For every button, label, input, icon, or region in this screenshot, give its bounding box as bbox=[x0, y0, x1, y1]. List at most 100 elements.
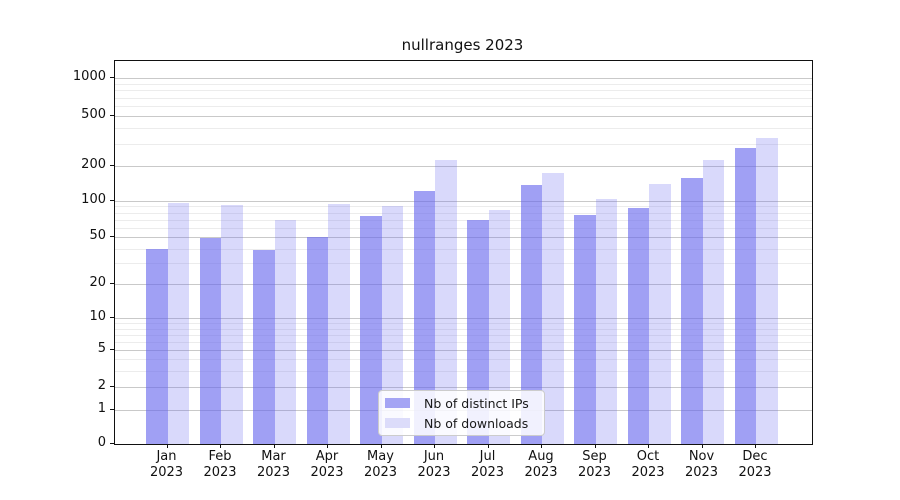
y-tick-label: 100 bbox=[81, 192, 106, 207]
bar-downloads-may-2023 bbox=[381, 205, 403, 444]
x-tick-label: Jul 2023 bbox=[470, 449, 505, 480]
x-tick-label: Aug 2023 bbox=[524, 449, 558, 480]
y-tick-label: 1000 bbox=[72, 69, 106, 85]
bar-downloads-feb-2023 bbox=[221, 205, 243, 444]
x-tick-mark bbox=[166, 444, 168, 448]
bar-distinct-ips-nov-2023 bbox=[681, 177, 703, 444]
x-tick-mark bbox=[434, 444, 435, 448]
x-tick-mark bbox=[327, 444, 328, 448]
y-tick-label: 50 bbox=[89, 228, 106, 243]
x-tick-label: Sep 2023 bbox=[577, 449, 612, 480]
minor-gridline bbox=[115, 248, 812, 250]
x-tick-label: Nov 2023 bbox=[684, 449, 719, 480]
bar-downloads-jan-2023 bbox=[167, 203, 189, 444]
legend-label: Nb of downloads bbox=[424, 415, 529, 431]
bar-distinct-ips-oct-2023 bbox=[627, 208, 649, 444]
legend-label: Nb of distinct IPs bbox=[424, 395, 529, 411]
bar-downloads-sep-2023 bbox=[595, 199, 617, 444]
minor-gridline bbox=[115, 359, 812, 361]
y-tick-mark bbox=[110, 115, 114, 116]
legend-item-distinct-ips: Nb of distinct IPs bbox=[385, 396, 544, 411]
x-tick-mark bbox=[273, 444, 275, 448]
bar-downloads-jun-2023 bbox=[435, 159, 457, 444]
bar-distinct-ips-sep-2023 bbox=[574, 215, 596, 444]
gridline bbox=[115, 201, 812, 202]
y-tick-mark bbox=[110, 165, 114, 166]
y-tick-label: 1 bbox=[97, 401, 106, 417]
gridline bbox=[115, 237, 812, 238]
gridline bbox=[115, 387, 812, 388]
gridline bbox=[115, 284, 812, 286]
gridline bbox=[115, 78, 812, 80]
y-tick-label: 200 bbox=[81, 157, 106, 172]
legend-swatch-downloads bbox=[385, 418, 410, 428]
x-tick-label: Dec 2023 bbox=[738, 449, 772, 480]
bar-distinct-ips-apr-2023 bbox=[306, 237, 328, 444]
minor-gridline bbox=[115, 227, 812, 229]
x-tick-label: Jan 2023 bbox=[149, 449, 184, 480]
bar-distinct-ips-mar-2023 bbox=[253, 249, 275, 444]
bar-downloads-aug-2023 bbox=[542, 173, 564, 444]
y-tick-label: 2 bbox=[97, 378, 106, 393]
legend-swatch-distinct-ips bbox=[385, 398, 410, 408]
minor-gridline bbox=[115, 341, 812, 343]
bar-distinct-ips-may-2023 bbox=[360, 215, 382, 444]
x-tick-label: Apr 2023 bbox=[310, 449, 344, 480]
y-tick-mark bbox=[110, 77, 114, 79]
x-tick-label: Feb 2023 bbox=[203, 449, 237, 480]
minor-gridline bbox=[115, 334, 812, 336]
bar-downloads-jul-2023 bbox=[488, 210, 510, 444]
bar-downloads-dec-2023 bbox=[756, 137, 778, 444]
bar-downloads-apr-2023 bbox=[328, 204, 350, 444]
minor-gridline bbox=[115, 128, 812, 130]
bar-distinct-ips-jul-2023 bbox=[467, 220, 489, 444]
bar-distinct-ips-aug-2023 bbox=[520, 185, 542, 444]
y-tick-label: 5 bbox=[97, 341, 106, 357]
minor-gridline bbox=[115, 263, 812, 265]
x-tick-mark bbox=[220, 444, 221, 448]
minor-gridline bbox=[115, 84, 812, 86]
bar-distinct-ips-jan-2023 bbox=[146, 248, 168, 444]
y-tick-mark bbox=[110, 236, 114, 237]
y-tick-mark bbox=[110, 200, 114, 201]
y-tick-mark bbox=[110, 443, 114, 444]
gridline bbox=[115, 318, 812, 320]
y-tick-label: 20 bbox=[89, 275, 106, 291]
x-tick-mark bbox=[755, 444, 756, 448]
minor-gridline bbox=[115, 90, 812, 92]
x-tick-mark bbox=[541, 444, 542, 448]
x-tick-label: Jun 2023 bbox=[417, 449, 451, 480]
x-tick-mark bbox=[701, 444, 703, 448]
x-tick-mark bbox=[648, 444, 649, 448]
y-tick-mark bbox=[110, 409, 114, 411]
minor-gridline bbox=[115, 370, 812, 372]
minor-gridline bbox=[115, 212, 812, 214]
gridline bbox=[115, 166, 812, 167]
y-tick-label: 10 bbox=[89, 309, 106, 325]
plot-area bbox=[114, 60, 813, 445]
x-tick-mark bbox=[380, 444, 382, 448]
x-tick-label: May 2023 bbox=[363, 449, 398, 480]
bar-downloads-nov-2023 bbox=[702, 160, 724, 444]
minor-gridline bbox=[115, 97, 812, 99]
bar-distinct-ips-jun-2023 bbox=[413, 190, 435, 444]
legend: Nb of distinct IPs Nb of downloads bbox=[378, 390, 545, 436]
gridline bbox=[115, 350, 812, 352]
x-tick-mark bbox=[594, 444, 596, 448]
minor-gridline bbox=[115, 323, 812, 325]
minor-gridline bbox=[115, 106, 812, 108]
bar-distinct-ips-dec-2023 bbox=[734, 147, 756, 444]
bar-downloads-oct-2023 bbox=[649, 184, 671, 444]
legend-item-downloads: Nb of downloads bbox=[385, 416, 544, 431]
minor-gridline bbox=[115, 206, 812, 208]
y-tick-label: 500 bbox=[81, 107, 106, 122]
minor-gridline bbox=[115, 219, 812, 221]
x-tick-label: Oct 2023 bbox=[631, 449, 665, 480]
chart-title: nullranges 2023 bbox=[401, 36, 524, 54]
x-tick-label: Mar 2023 bbox=[256, 449, 291, 480]
minor-gridline bbox=[115, 143, 812, 145]
bar-distinct-ips-feb-2023 bbox=[199, 238, 221, 444]
bar-downloads-mar-2023 bbox=[274, 219, 296, 444]
minor-gridline bbox=[115, 328, 812, 330]
